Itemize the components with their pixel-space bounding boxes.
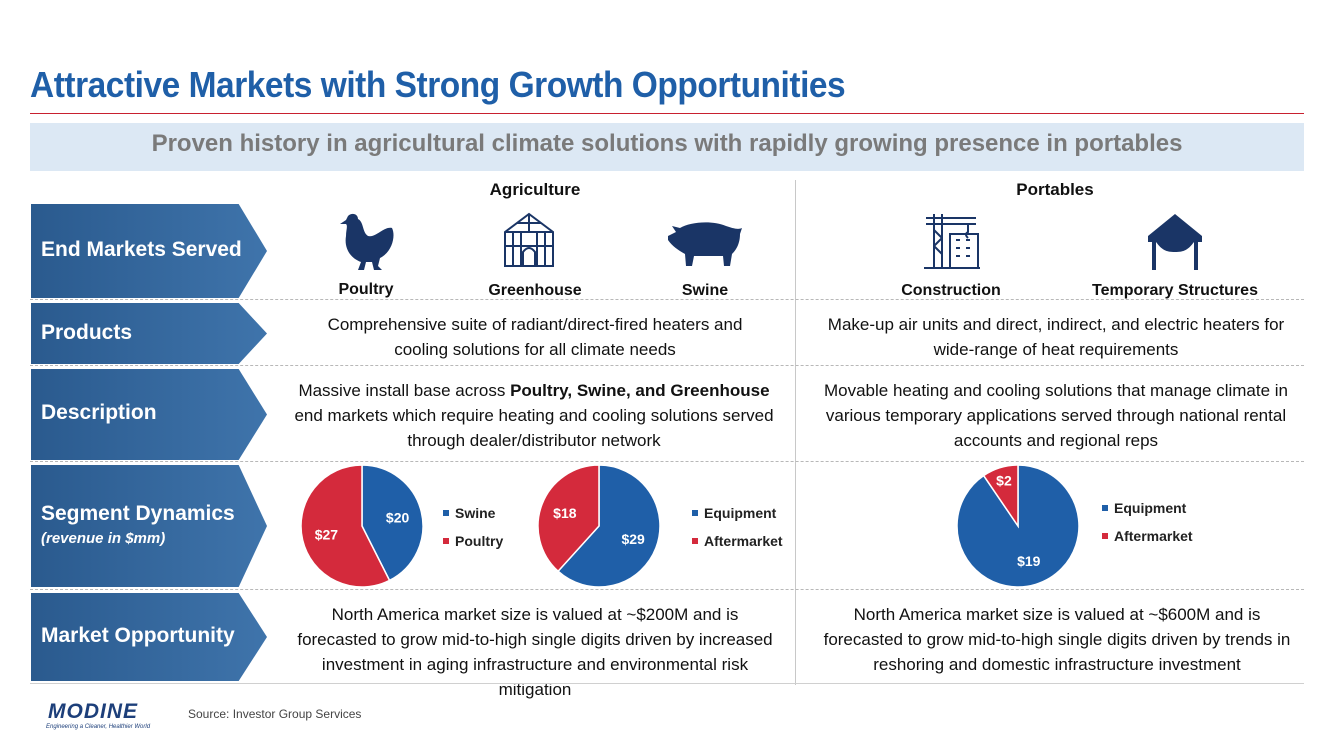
row-chevron-description <box>31 369 267 460</box>
end-market-temporary-structures: Temporary Structures <box>1092 282 1258 299</box>
legend-item: Equipment <box>692 505 776 521</box>
pie-slice-poultry <box>300 464 391 588</box>
chicken-icon <box>340 213 394 270</box>
opportunity-portables: North America market size is valued at ~… <box>823 605 1291 674</box>
legend-label: Equipment <box>1114 500 1187 516</box>
column-header-portables: Portables <box>1016 180 1094 199</box>
row-label-market-opportunity: Market Opportunity <box>41 624 235 647</box>
pie-chart-portables-type: $19 $2 <box>956 464 1080 588</box>
pig-icon <box>668 222 742 266</box>
pie-chart-agriculture-end-market: $20 $27 <box>300 464 424 588</box>
row-separator <box>30 365 1304 366</box>
pie-chart-agriculture-type: $29 $18 <box>537 464 661 588</box>
row-separator <box>30 461 1304 462</box>
pie-slice-aftermarket <box>537 464 600 573</box>
row-chevron-segment-dynamics <box>31 465 267 587</box>
row-label-end-markets: End Markets Served <box>41 238 242 261</box>
end-market-greenhouse: Greenhouse <box>488 282 582 299</box>
legend-item: Aftermarket <box>692 533 783 549</box>
legend-label: Aftermarket <box>1114 528 1193 544</box>
products-agriculture: Comprehensive suite of radiant/direct-fi… <box>327 315 743 359</box>
tent-icon <box>1148 214 1202 270</box>
description-agriculture-pre: Massive install base across <box>298 381 511 400</box>
page-title: Attractive Markets with Strong Growth Op… <box>30 64 846 105</box>
row-chevron-end-markets <box>31 204 267 298</box>
logo-tagline: Engineering a Cleaner, Healthier World <box>46 724 151 730</box>
pie-slice-swine <box>361 464 424 582</box>
row-chevron-products <box>31 303 267 364</box>
column-divider <box>795 180 796 685</box>
products-portables: Make-up air units and direct, indirect, … <box>827 315 1285 359</box>
legend-swatch-aftermarket <box>1102 533 1108 540</box>
pie-data-label: $27 <box>315 526 339 542</box>
row-label-description: Description <box>41 401 157 424</box>
greenhouse-icon <box>504 212 554 267</box>
row-separator <box>30 589 1304 590</box>
subtitle-band <box>30 123 1304 171</box>
source-note: Source: Investor Group Services <box>188 707 362 721</box>
legend-swatch-poultry <box>443 538 449 545</box>
legend-label: Aftermarket <box>704 533 783 549</box>
end-market-swine: Swine <box>681 282 729 299</box>
row-label-segment-dynamics: Segment Dynamics <box>41 502 235 525</box>
legend-label: Equipment <box>704 505 777 521</box>
row-label-products: Products <box>41 321 133 344</box>
pie-data-label: $19 <box>1017 553 1041 569</box>
end-market-construction: Construction <box>901 282 1001 299</box>
legend-swatch-swine <box>443 510 449 517</box>
description-agriculture-post: end markets which require heating and co… <box>294 406 774 450</box>
legend-item: Equipment <box>1102 500 1186 516</box>
pie-slice-equipment <box>557 464 661 588</box>
title-underline <box>30 113 1304 114</box>
footer-rule <box>30 683 1304 684</box>
pie-slice-aftermarket <box>982 464 1019 529</box>
description-agriculture-bold: Poultry, Swine, and Greenhouse <box>510 381 770 400</box>
modine-logo: MODINE <box>48 700 138 723</box>
legend-label: Poultry <box>455 533 504 549</box>
end-market-poultry: Poultry <box>338 281 394 298</box>
legend-item: Aftermarket <box>1102 528 1193 544</box>
legend-item: Swine <box>443 505 495 521</box>
legend-swatch-equipment <box>1102 505 1108 512</box>
pie-data-label: $2 <box>996 473 1012 489</box>
row-chevron-market-opportunity <box>31 593 267 681</box>
row-separator <box>30 299 1304 300</box>
pie-data-label: $18 <box>553 505 577 521</box>
opportunity-agriculture: North America market size is valued at ~… <box>297 605 773 699</box>
row-sublabel-revenue: (revenue in $mm) <box>41 530 166 547</box>
description-agriculture: Massive install base across Poultry, Swi… <box>294 378 774 453</box>
column-header-agriculture: Agriculture <box>489 180 581 199</box>
subtitle: Proven history in agricultural climate s… <box>151 130 1183 157</box>
legend-label: Swine <box>455 505 496 521</box>
legend-item: Poultry <box>443 533 503 549</box>
legend-swatch-aftermarket <box>692 538 698 545</box>
legend-swatch-equipment <box>692 510 698 517</box>
pie-data-label: $29 <box>621 531 645 547</box>
pie-data-label: $20 <box>386 510 410 526</box>
description-portables: Movable heating and cooling solutions th… <box>823 381 1288 450</box>
construction-crane-icon <box>924 214 980 269</box>
